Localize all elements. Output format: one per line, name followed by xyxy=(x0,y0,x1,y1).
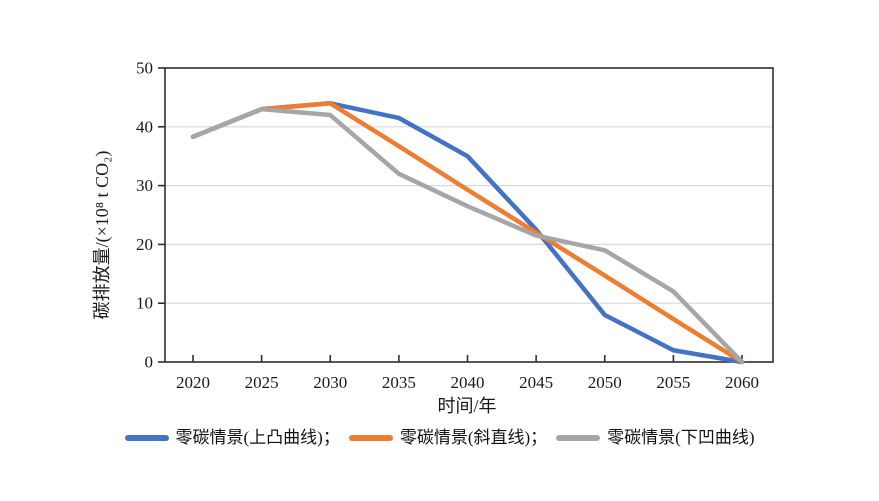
legend-label-straight: 零碳情景(斜直线)； xyxy=(399,428,548,447)
legend: 零碳情景(上凸曲线)； 零碳情景(斜直线)； 零碳情景(下凹曲线) xyxy=(0,427,879,449)
y-axis-tick-label: 40 xyxy=(136,117,153,136)
x-axis-tick-label: 2030 xyxy=(313,373,347,392)
y-axis-tick-label: 20 xyxy=(136,235,153,254)
y-axis-tick-label: 0 xyxy=(145,353,154,372)
legend-swatch-convex-up xyxy=(124,435,169,441)
plot-border xyxy=(164,67,774,363)
series-line-1 xyxy=(190,101,745,365)
x-axis-tick-label: 2035 xyxy=(382,373,416,392)
x-axis-tick-label: 2050 xyxy=(588,373,622,392)
legend-label-convex-up: 零碳情景(上凸曲线)； xyxy=(175,428,340,447)
x-axis-tick-label: 2040 xyxy=(451,373,485,392)
y-axis-title: 碳排放量/(×10⁸ t CO₂) xyxy=(92,151,113,320)
x-axis-tick-label: 2020 xyxy=(176,373,210,392)
y-axis-tick-label: 30 xyxy=(136,176,153,195)
series-line-0 xyxy=(190,101,745,365)
y-axis-tick-label: 50 xyxy=(136,59,153,78)
y-axis-tick-label: 10 xyxy=(136,294,153,313)
x-axis-title: 时间/年 xyxy=(437,396,496,416)
x-axis-tick-label: 2060 xyxy=(725,373,759,392)
legend-item-concave-down: 零碳情景(下凹曲线) xyxy=(556,427,754,449)
legend-item-straight: 零碳情景(斜直线)； xyxy=(348,427,548,449)
legend-swatch-concave-down xyxy=(556,435,601,441)
x-axis-tick-label: 2055 xyxy=(656,373,690,392)
x-axis-tick-label: 2045 xyxy=(519,373,553,392)
legend-item-convex-up: 零碳情景(上凸曲线)； xyxy=(124,427,340,449)
series-line-2 xyxy=(190,106,745,365)
legend-label-concave-down: 零碳情景(下凹曲线) xyxy=(607,428,755,447)
legend-swatch-straight xyxy=(348,435,393,441)
x-axis-tick-label: 2025 xyxy=(245,373,279,392)
